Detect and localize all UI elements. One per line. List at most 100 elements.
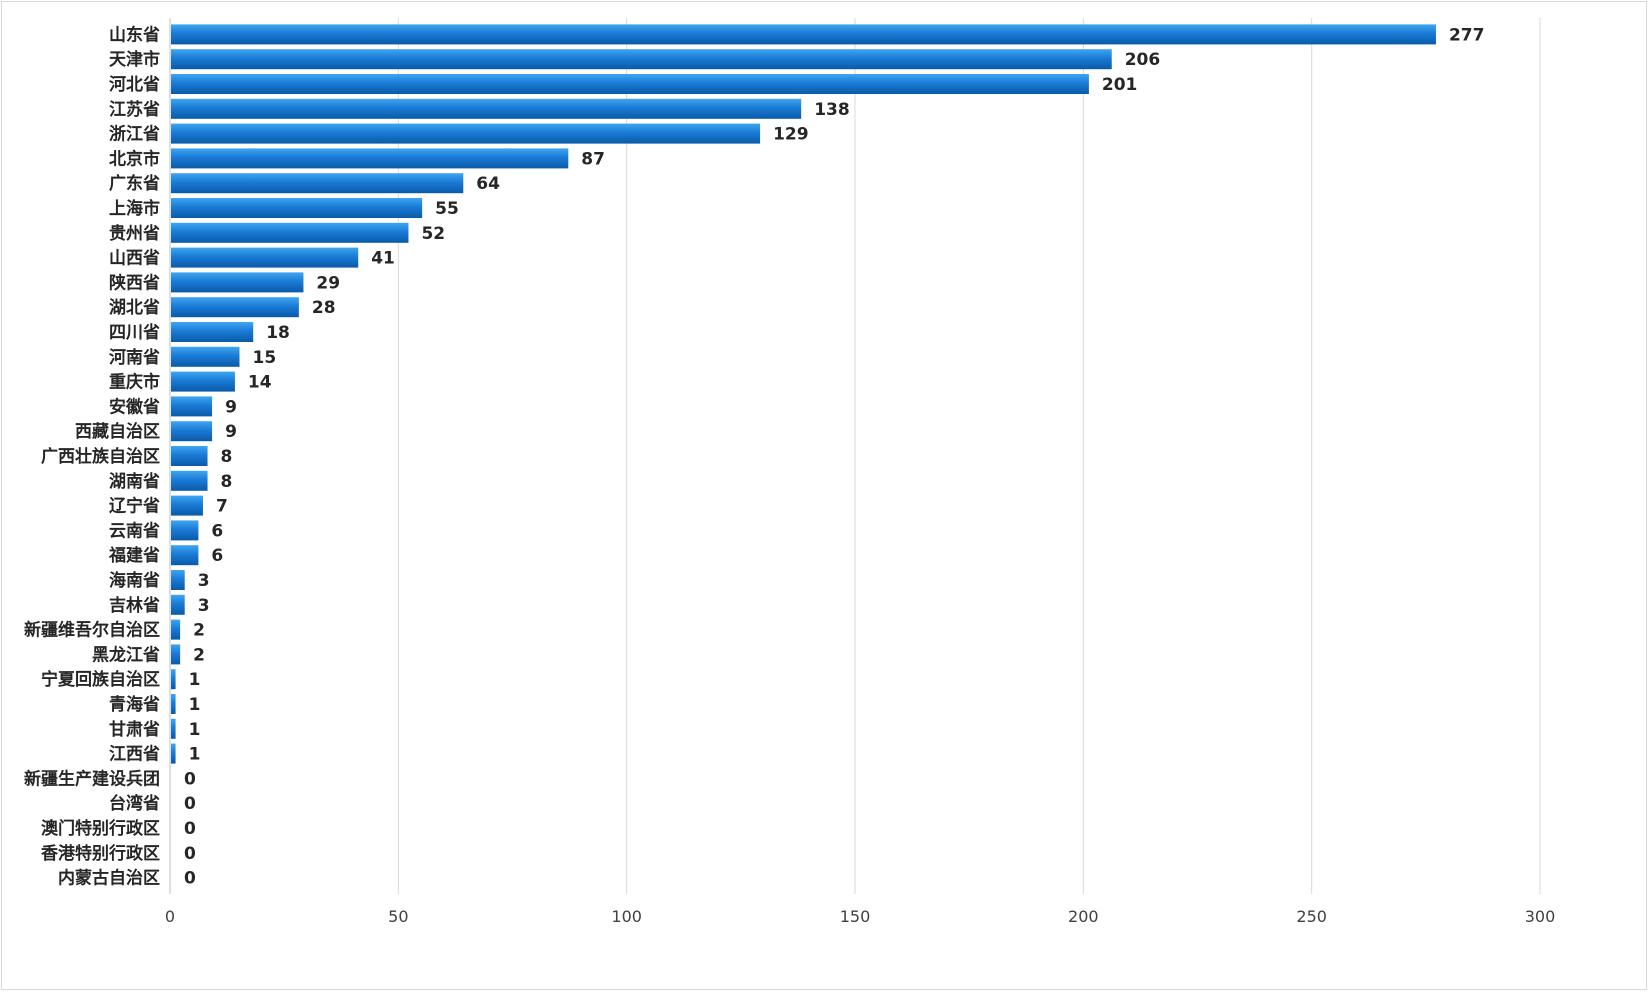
category-label: 新疆维吾尔自治区 xyxy=(24,620,160,641)
bar xyxy=(171,644,181,665)
bar xyxy=(171,148,569,169)
data-label: 201 xyxy=(1102,75,1138,95)
category-label: 广东省 xyxy=(109,173,160,194)
category-label: 海南省 xyxy=(109,570,160,591)
data-label: 52 xyxy=(421,224,445,244)
bar xyxy=(171,594,185,615)
category-label: 辽宁省 xyxy=(109,496,160,517)
category-label: 山东省 xyxy=(109,24,160,45)
category-label: 吉林省 xyxy=(109,595,160,616)
data-label: 8 xyxy=(221,472,233,492)
data-label: 7 xyxy=(216,497,228,517)
data-label: 9 xyxy=(225,422,237,442)
data-label: 18 xyxy=(266,323,290,343)
data-label: 8 xyxy=(221,447,233,467)
x-tick-label: 150 xyxy=(840,907,871,926)
category-label: 河南省 xyxy=(109,347,160,368)
data-label: 129 xyxy=(773,125,809,145)
data-label: 277 xyxy=(1449,25,1485,45)
data-label: 55 xyxy=(435,199,459,219)
data-label: 14 xyxy=(248,373,272,393)
category-label: 福建省 xyxy=(108,545,160,566)
category-label: 浙江省 xyxy=(109,124,160,145)
data-label: 1 xyxy=(189,695,201,715)
bar xyxy=(171,24,1436,45)
bar xyxy=(171,123,761,144)
bar xyxy=(171,222,409,243)
bar xyxy=(171,421,213,442)
category-label: 江苏省 xyxy=(109,99,160,120)
x-tick-label: 250 xyxy=(1296,907,1327,926)
bar xyxy=(171,694,176,714)
category-label: 内蒙古自治区 xyxy=(58,868,160,889)
data-label: 206 xyxy=(1125,50,1161,70)
bar xyxy=(171,470,208,491)
category-label: 四川省 xyxy=(109,322,160,343)
data-label: 9 xyxy=(225,397,237,417)
category-label: 西藏自治区 xyxy=(75,421,160,442)
x-tick-label: 100 xyxy=(611,907,642,926)
category-label: 甘肃省 xyxy=(109,719,160,740)
bar xyxy=(171,396,213,417)
category-label: 安徽省 xyxy=(109,396,160,417)
x-tick-label: 300 xyxy=(1525,907,1556,926)
bar xyxy=(171,669,176,690)
bar xyxy=(171,247,359,268)
x-tick-label: 0 xyxy=(165,907,175,926)
bar xyxy=(171,173,464,194)
category-label: 黑龙江省 xyxy=(92,644,160,665)
category-label: 新疆生产建设兵团 xyxy=(24,768,160,789)
data-label: 41 xyxy=(371,249,395,269)
category-label: 天津市 xyxy=(109,49,160,70)
category-label: 陕西省 xyxy=(109,272,160,293)
data-label: 0 xyxy=(184,844,196,864)
category-label: 河北省 xyxy=(109,74,160,95)
data-label: 0 xyxy=(184,819,196,839)
data-label: 6 xyxy=(211,521,223,541)
bar xyxy=(171,619,181,640)
data-label: 2 xyxy=(193,621,205,641)
category-label: 广西壮族自治区 xyxy=(41,446,160,467)
data-label: 28 xyxy=(312,298,336,318)
category-label: 上海市 xyxy=(109,198,160,219)
data-label: 87 xyxy=(581,149,605,169)
data-label: 1 xyxy=(189,745,201,765)
bar xyxy=(171,520,199,541)
bar xyxy=(171,98,802,119)
category-label: 重庆市 xyxy=(109,372,160,393)
data-label: 3 xyxy=(198,596,210,616)
data-label: 3 xyxy=(198,571,210,591)
category-label: 贵州省 xyxy=(109,223,160,244)
data-label: 1 xyxy=(189,720,201,740)
category-label: 宁夏回族自治区 xyxy=(41,669,160,690)
data-label: 0 xyxy=(184,794,196,814)
bar xyxy=(171,446,208,466)
data-label: 6 xyxy=(211,546,223,566)
data-label: 64 xyxy=(476,174,500,194)
category-label: 青海省 xyxy=(109,694,160,715)
bar xyxy=(171,495,203,516)
x-tick-label: 50 xyxy=(388,907,408,926)
category-label: 江西省 xyxy=(109,744,160,765)
category-label: 云南省 xyxy=(109,520,160,541)
category-label: 澳门特别行政区 xyxy=(41,818,160,839)
category-label: 北京市 xyxy=(109,148,160,169)
bar xyxy=(171,718,176,739)
data-label: 0 xyxy=(184,869,196,889)
category-label: 湖北省 xyxy=(109,297,160,318)
bar xyxy=(171,297,299,318)
bar xyxy=(171,570,185,590)
bar xyxy=(171,322,254,342)
bars xyxy=(171,24,1436,764)
bar xyxy=(171,49,1112,70)
category-label: 香港特别行政区 xyxy=(41,843,160,864)
bar xyxy=(171,74,1089,94)
data-label: 2 xyxy=(193,645,205,665)
bar xyxy=(171,545,199,566)
data-label: 1 xyxy=(189,670,201,690)
bar xyxy=(171,198,423,218)
data-label: 29 xyxy=(316,273,340,293)
